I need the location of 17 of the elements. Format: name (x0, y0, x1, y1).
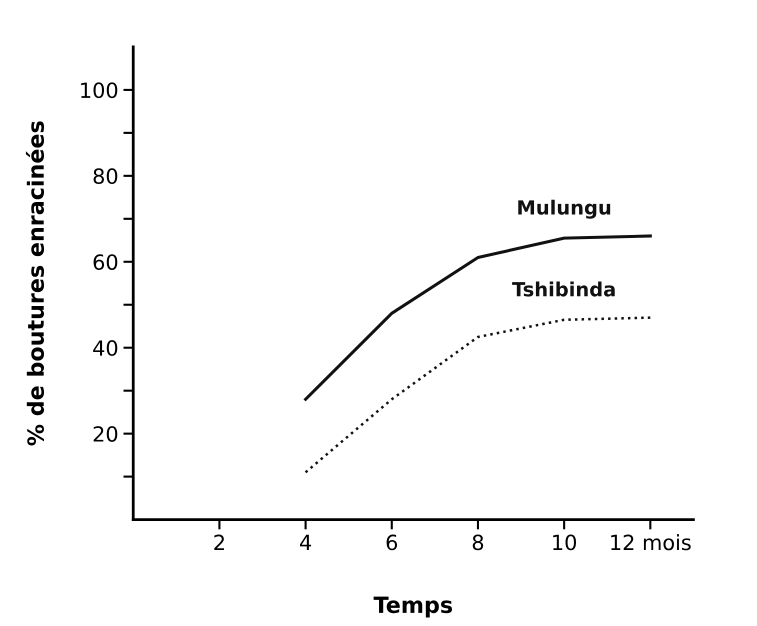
x-axis-title: Temps (374, 596, 452, 618)
x-tick-label: 6 (386, 534, 398, 550)
x-tick-label: 8 (472, 534, 484, 550)
y-tick-label: 100 (81, 82, 118, 98)
x-tick-label: 4 (300, 534, 312, 550)
x-tick-label: 2 (214, 534, 224, 550)
y-tick-label: 80 (94, 168, 118, 184)
y-axis-title: % de boutures enracinées (26, 121, 44, 446)
series-label: Tshibinda (512, 282, 615, 297)
x-tick-label: 12 mois (611, 534, 691, 550)
series-label: Mulungu (518, 200, 610, 219)
line-series (304, 316, 652, 474)
x-tick-label: 10 (553, 534, 576, 550)
y-tick-label: 60 (94, 254, 118, 270)
y-tick-label: 40 (93, 340, 118, 356)
line-series (304, 234, 652, 401)
y-tick-label: 20 (94, 426, 118, 442)
